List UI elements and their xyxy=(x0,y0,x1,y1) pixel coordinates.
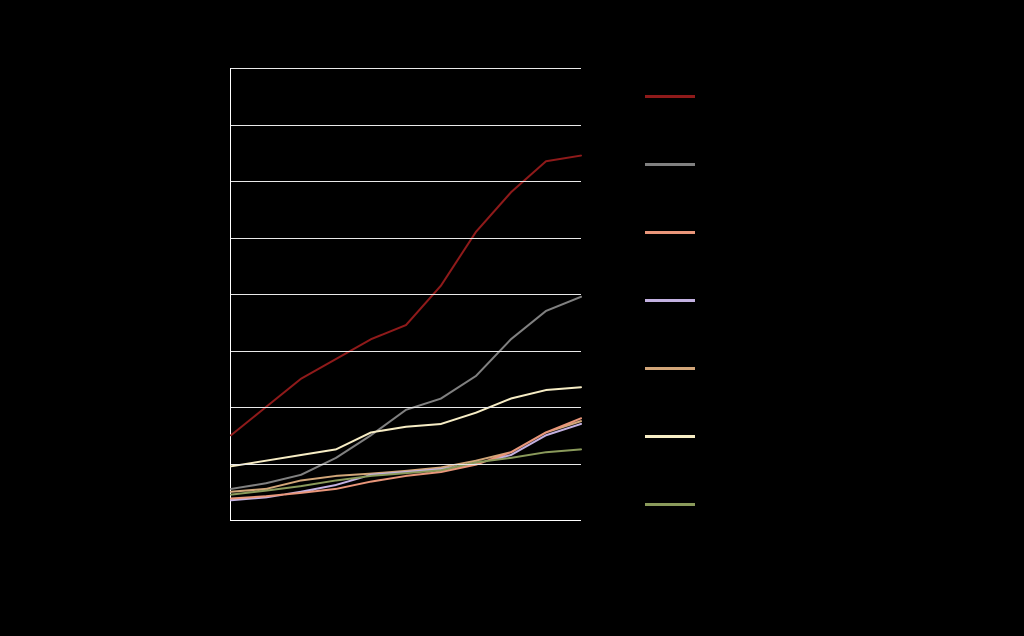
gridline xyxy=(231,407,581,408)
gridline xyxy=(231,351,581,352)
gridline xyxy=(231,294,581,295)
legend-swatch-series-2-grey xyxy=(645,163,695,166)
legend-swatch-series-5-tan xyxy=(645,367,695,370)
plot-area xyxy=(230,68,581,521)
gridline xyxy=(231,181,581,182)
legend-swatch-series-1-dark-red xyxy=(645,95,695,98)
legend-swatch-series-7-olive xyxy=(645,503,695,506)
legend-swatch-series-4-lavender xyxy=(645,299,695,302)
gridline xyxy=(231,464,581,465)
gridline xyxy=(231,125,581,126)
legend-swatch-series-6-cream xyxy=(645,435,695,438)
gridline xyxy=(231,238,581,239)
gridline xyxy=(231,68,581,69)
legend-swatch-series-3-salmon xyxy=(645,231,695,234)
line-series-5-tan xyxy=(231,421,581,492)
